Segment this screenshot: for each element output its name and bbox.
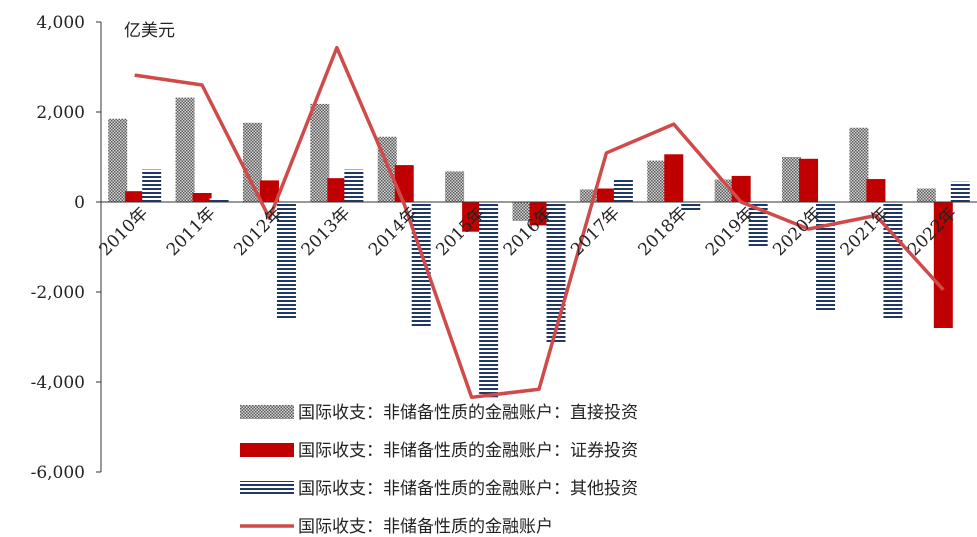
bar-other-investment	[748, 202, 768, 247]
legend-label: 国际收支：非储备性质的金融账户：其他投资	[298, 479, 638, 499]
x-tick-label: 2017年	[567, 203, 624, 260]
bar-other-investment	[613, 178, 633, 202]
bar-other-investment	[142, 169, 162, 202]
bar-other-investment	[479, 202, 499, 398]
x-tick-label: 2010年	[95, 203, 152, 260]
line-financial-account	[134, 45, 945, 400]
unit-label: 亿美元	[124, 21, 175, 41]
bar-direct-investment	[242, 122, 262, 202]
x-tick-label: 2011年	[163, 203, 220, 260]
legend-swatch-bar-direct-investment	[240, 405, 294, 419]
bar-portfolio-investment	[596, 188, 616, 202]
bar-portfolio-investment	[664, 154, 684, 202]
bar-other-investment	[411, 202, 431, 328]
x-tick-label: 2013年	[298, 203, 355, 260]
y-tick-label: 4,000	[36, 13, 85, 33]
bar-direct-investment	[916, 188, 936, 202]
y-tick-label: -6,000	[31, 463, 85, 483]
bar-other-investment	[681, 202, 701, 211]
legend-swatch-bar-other-investment	[240, 481, 294, 495]
y-tick-label: 2,000	[36, 103, 85, 123]
bar-portfolio-investment	[327, 178, 347, 202]
line-layer	[134, 45, 945, 400]
y-tick-label: -2,000	[31, 283, 85, 303]
bar-direct-investment	[512, 202, 532, 221]
bars	[101, 97, 977, 398]
bar-portfolio-investment	[259, 180, 279, 202]
bar-portfolio-investment	[394, 165, 414, 202]
bar-direct-investment	[782, 157, 802, 202]
bar-portfolio-investment	[933, 202, 953, 328]
bar-portfolio-investment	[529, 202, 549, 226]
bar-other-investment	[276, 202, 296, 319]
legend-label: 国际收支：非储备性质的金融账户	[298, 517, 553, 537]
bar-portfolio-investment	[866, 179, 886, 202]
y-axis: 4,000 2,000 0 -2,000 -4,000 -6,000	[31, 13, 102, 483]
bar-portfolio-investment	[731, 175, 751, 202]
bar-direct-investment	[108, 118, 128, 202]
bar-other-investment	[950, 181, 970, 202]
bar-portfolio-investment	[799, 158, 819, 202]
bar-direct-investment	[445, 171, 465, 202]
bar-direct-investment	[849, 127, 869, 202]
legend-swatch-bar-portfolio-investment	[240, 443, 294, 457]
y-tick-label: -4,000	[31, 373, 85, 393]
bar-other-investment	[344, 169, 364, 202]
bar-other-investment	[816, 202, 836, 312]
legend-label: 国际收支：非储备性质的金融账户：直接投资	[298, 403, 638, 423]
bar-direct-investment	[310, 103, 330, 202]
y-tick-label: 0	[74, 193, 85, 213]
bar-direct-investment	[175, 97, 195, 202]
bar-direct-investment	[714, 179, 734, 202]
bar-portfolio-investment	[192, 193, 212, 202]
x-tick-label: 2018年	[635, 203, 692, 260]
bar-other-investment	[209, 198, 229, 202]
legend-label: 国际收支：非储备性质的金融账户：证券投资	[298, 441, 638, 461]
bar-direct-investment	[647, 160, 667, 202]
bar-portfolio-investment	[462, 202, 482, 232]
bar-portfolio-investment	[125, 191, 145, 202]
legend: 国际收支：非储备性质的金融账户：直接投资国际收支：非储备性质的金融账户：证券投资…	[240, 403, 638, 537]
